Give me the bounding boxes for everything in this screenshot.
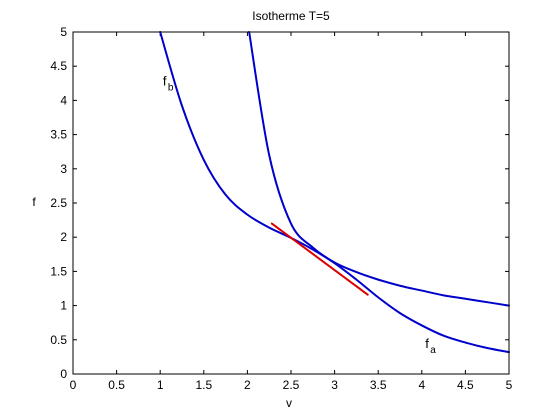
y-axis-ticks: 0 0.5 1 1.5 2 2.5 3 3.5 4 4.5 5 (50, 25, 509, 381)
x-axis-ticks: 0 0.5 1 1.5 2 2.5 3 3.5 4 4.5 5 (70, 32, 513, 392)
x-tick-label: 0 (70, 378, 77, 392)
chart-title: Isotherme T=5 (252, 9, 330, 23)
annotation-layer: f bf a (163, 73, 436, 356)
curve-label-sub-1: b (168, 82, 174, 93)
y-tick-label: 4 (60, 93, 67, 107)
y-tick-label: 4.5 (50, 59, 67, 73)
x-tick-label: 3 (331, 378, 338, 392)
y-tick-label: 5 (60, 25, 67, 39)
series-layer (159, 31, 510, 354)
x-tick-label: 3.5 (370, 378, 387, 392)
y-tick-label: 3 (60, 162, 67, 176)
x-tick-label: 0.5 (108, 378, 125, 392)
series-line-2 (248, 31, 510, 307)
plot-area (73, 32, 509, 374)
curve-label-sub-2: a (430, 345, 436, 356)
x-tick-label: 1 (157, 378, 164, 392)
y-tick-label: 0.5 (50, 333, 67, 347)
axes-box (72, 31, 510, 375)
x-tick-label: 1.5 (195, 378, 212, 392)
series-line-3 (270, 222, 369, 296)
x-tick-label: 5 (506, 378, 513, 392)
x-tick-label: 2.5 (283, 378, 300, 392)
x-tick-label: 4.5 (457, 378, 474, 392)
y-tick-label: 1 (60, 299, 67, 313)
x-tick-label: 2 (244, 378, 251, 392)
curve-label-2: f (425, 336, 429, 351)
y-tick-label: 2 (60, 230, 67, 244)
x-axis-label: v (286, 396, 292, 410)
y-tick-label: 3.5 (50, 128, 67, 142)
y-tick-label: 2.5 (50, 196, 67, 210)
y-tick-label: 0 (60, 367, 67, 381)
curve-label-1: f (163, 73, 167, 88)
y-axis-label: f (32, 195, 36, 209)
y-tick-label: 1.5 (50, 264, 67, 278)
x-tick-label: 4 (418, 378, 425, 392)
